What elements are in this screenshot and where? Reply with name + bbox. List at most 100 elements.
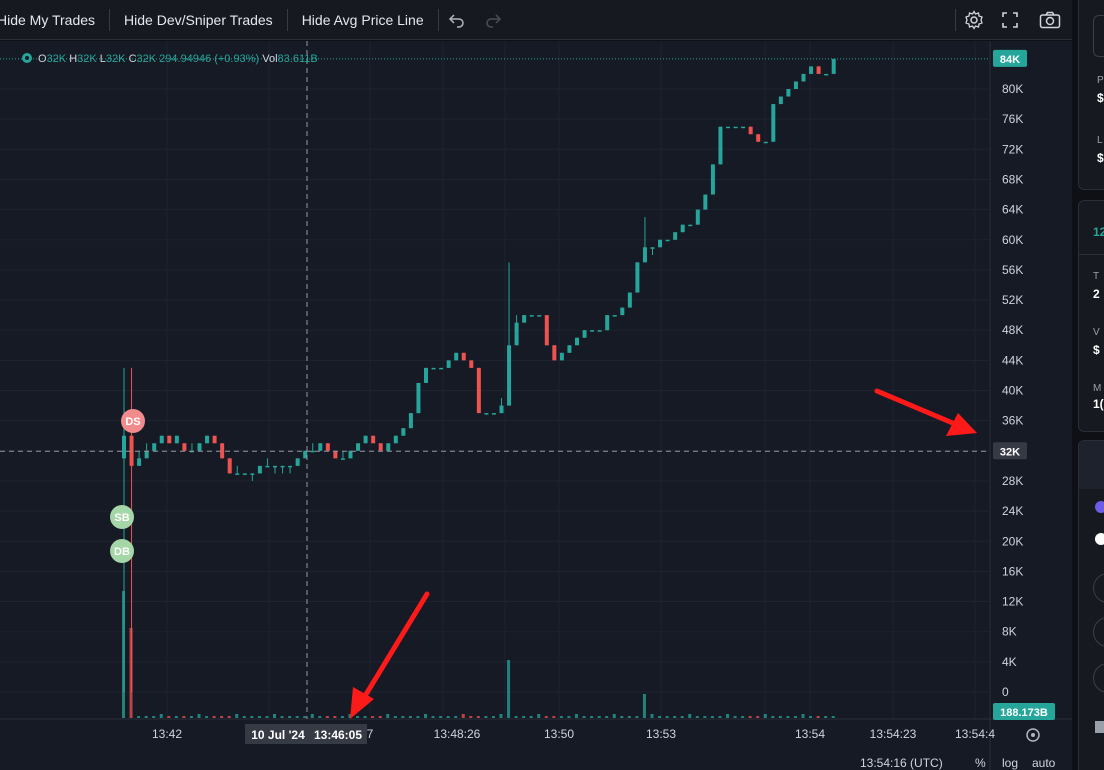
candle-body[interactable] bbox=[620, 307, 625, 316]
candle-body[interactable] bbox=[416, 382, 421, 414]
settings-gear-icon[interactable] bbox=[956, 0, 992, 40]
trade-marker[interactable] bbox=[110, 539, 134, 563]
candle-body[interactable] bbox=[129, 435, 134, 466]
candle-body[interactable] bbox=[197, 443, 202, 451]
candle-body[interactable] bbox=[363, 435, 368, 444]
candle-body[interactable] bbox=[801, 73, 806, 82]
candle-body[interactable] bbox=[182, 443, 187, 451]
candle-body[interactable] bbox=[484, 413, 489, 415]
toggle-icon[interactable] bbox=[1095, 501, 1104, 513]
candle-body[interactable] bbox=[295, 458, 300, 466]
candle-body[interactable] bbox=[612, 315, 617, 317]
candle-body[interactable] bbox=[688, 224, 693, 227]
candle-body[interactable] bbox=[325, 443, 330, 451]
candle-body[interactable] bbox=[265, 465, 270, 468]
candle-body[interactable] bbox=[824, 73, 829, 76]
candle-body[interactable] bbox=[650, 247, 655, 249]
candle-body[interactable] bbox=[122, 435, 126, 459]
candle-body[interactable] bbox=[144, 450, 149, 459]
candle-body[interactable] bbox=[303, 450, 308, 459]
candle-body[interactable] bbox=[393, 435, 398, 444]
candle-body[interactable] bbox=[152, 443, 157, 451]
candle-body[interactable] bbox=[575, 337, 579, 346]
candle-body[interactable] bbox=[371, 435, 376, 444]
candle-body[interactable] bbox=[710, 164, 715, 195]
candle-body[interactable] bbox=[741, 126, 746, 129]
fullscreen-icon[interactable] bbox=[992, 0, 1028, 40]
candle-body[interactable] bbox=[733, 126, 738, 129]
candle-body[interactable] bbox=[771, 104, 776, 142]
candle-body[interactable] bbox=[514, 322, 519, 346]
candle-body[interactable] bbox=[446, 360, 451, 368]
hide-avg-price-line-button[interactable]: Hide Avg Price Line bbox=[301, 11, 424, 28]
candle-body[interactable] bbox=[816, 66, 821, 74]
candle-body[interactable] bbox=[507, 345, 512, 406]
candle-body[interactable] bbox=[476, 367, 481, 414]
candle-body[interactable] bbox=[401, 428, 406, 436]
candle-body[interactable] bbox=[431, 367, 436, 370]
option-button[interactable] bbox=[1093, 573, 1104, 603]
candle-body[interactable] bbox=[627, 292, 632, 308]
trade-tab[interactable] bbox=[1079, 441, 1104, 489]
candle-body[interactable] bbox=[763, 141, 768, 144]
candle-body[interactable] bbox=[356, 443, 361, 451]
candle-body[interactable] bbox=[280, 465, 285, 468]
candle-body[interactable] bbox=[469, 360, 474, 368]
candle-body[interactable] bbox=[529, 315, 534, 317]
candle-body[interactable] bbox=[333, 450, 338, 459]
candle-body[interactable] bbox=[340, 458, 345, 460]
camera-snapshot-icon[interactable] bbox=[1028, 0, 1072, 40]
token-card-button[interactable] bbox=[1093, 15, 1104, 57]
candle-body[interactable] bbox=[159, 435, 164, 444]
chart-panel[interactable]: 80K76K72K68K64K60K56K52K48K44K40K36K32K2… bbox=[0, 41, 1072, 770]
option-button[interactable] bbox=[1093, 617, 1104, 647]
candle-body[interactable] bbox=[605, 315, 610, 331]
candle-body[interactable] bbox=[597, 330, 602, 332]
candle-body[interactable] bbox=[635, 262, 640, 293]
candle-body[interactable] bbox=[227, 458, 232, 474]
radio-icon[interactable] bbox=[1095, 533, 1104, 545]
axis-settings-icon[interactable] bbox=[1026, 728, 1040, 742]
candle-body[interactable] bbox=[695, 209, 700, 225]
candle-body[interactable] bbox=[567, 345, 572, 353]
candle-body[interactable] bbox=[552, 345, 557, 361]
candle-body[interactable] bbox=[491, 413, 496, 415]
candle-body[interactable] bbox=[786, 89, 791, 97]
hide-my-trades-button[interactable]: Hide My Trades bbox=[0, 11, 96, 28]
candle-body[interactable] bbox=[137, 458, 142, 466]
candle-body[interactable] bbox=[257, 465, 262, 474]
candle-body[interactable] bbox=[461, 352, 466, 361]
candle-body[interactable] bbox=[386, 443, 391, 451]
candle-body[interactable] bbox=[537, 315, 542, 317]
candle-body[interactable] bbox=[378, 443, 383, 451]
candle-body[interactable] bbox=[756, 134, 761, 142]
candle-body[interactable] bbox=[439, 367, 444, 370]
trade-marker[interactable] bbox=[110, 505, 134, 529]
candle-body[interactable] bbox=[318, 443, 323, 451]
candle-body[interactable] bbox=[273, 465, 277, 468]
candle-body[interactable] bbox=[310, 450, 315, 453]
trade-marker[interactable] bbox=[121, 409, 145, 433]
candle-body[interactable] bbox=[748, 126, 753, 135]
candle-body[interactable] bbox=[658, 239, 663, 248]
candle-body[interactable] bbox=[793, 81, 798, 89]
candle-body[interactable] bbox=[642, 247, 647, 263]
candle-body[interactable] bbox=[680, 224, 685, 233]
candle-body[interactable] bbox=[809, 66, 814, 74]
candle-body[interactable] bbox=[499, 405, 504, 414]
candle-body[interactable] bbox=[167, 435, 172, 444]
candle-body[interactable] bbox=[454, 352, 459, 361]
candle-body[interactable] bbox=[559, 352, 564, 361]
candle-body[interactable] bbox=[544, 315, 549, 346]
candle-body[interactable] bbox=[348, 450, 353, 459]
candle-body[interactable] bbox=[703, 194, 708, 210]
redo-icon[interactable] bbox=[475, 0, 511, 40]
candle-body[interactable] bbox=[582, 330, 587, 338]
auto-toggle[interactable]: auto bbox=[1032, 756, 1056, 770]
candle-body[interactable] bbox=[174, 435, 179, 444]
candle-body[interactable] bbox=[424, 367, 428, 383]
candle-body[interactable] bbox=[590, 330, 595, 332]
candle-body[interactable] bbox=[831, 58, 836, 74]
candle-body[interactable] bbox=[250, 473, 255, 475]
candle-body[interactable] bbox=[242, 473, 247, 475]
